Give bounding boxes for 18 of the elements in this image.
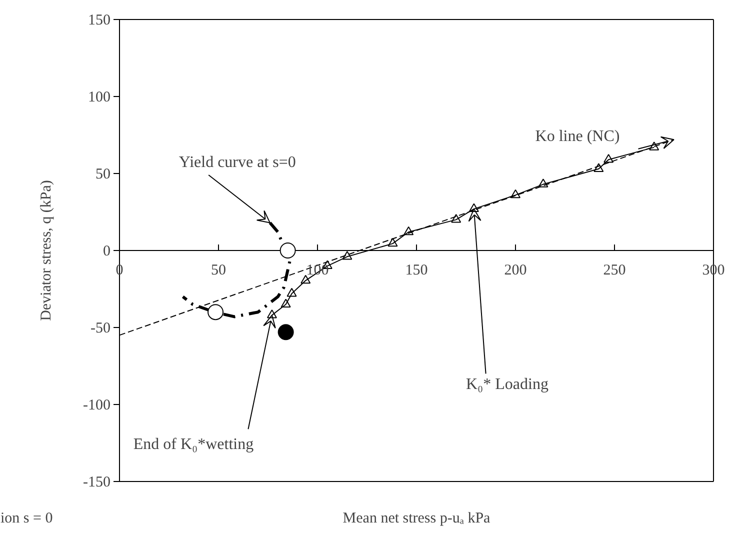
x-tick-label: 250 xyxy=(603,262,626,278)
y-axis-title: Deviator stress, q (kPa) xyxy=(38,180,54,321)
x-tick-label: 150 xyxy=(405,262,428,278)
x-tick-label: 50 xyxy=(211,262,226,278)
annotation: Yield curve at s=0 xyxy=(178,154,296,172)
y-tick-label: -50 xyxy=(90,320,111,336)
y-tick-label: 150 xyxy=(88,12,110,28)
y-tick-label: 0 xyxy=(103,244,110,260)
y-tick-label: -150 xyxy=(83,474,111,490)
y-tick-label: -100 xyxy=(83,398,111,414)
annotation: End of K₀*wetting xyxy=(133,436,254,454)
text: ion s = 0 xyxy=(0,510,53,526)
annotation: K₀* Loading xyxy=(466,376,548,393)
y-tick-label: 100 xyxy=(88,90,110,106)
x-tick-label: 200 xyxy=(504,262,527,278)
annotation: Ko line (NC) xyxy=(535,128,620,146)
x-axis-title: Mean net stress p-uₐ kPa xyxy=(342,510,491,526)
y-tick-label: 50 xyxy=(96,166,110,182)
